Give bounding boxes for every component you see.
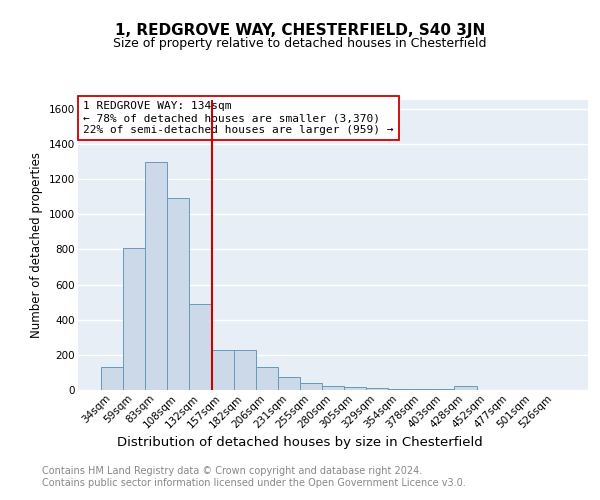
Text: 1, REDGROVE WAY, CHESTERFIELD, S40 3JN: 1, REDGROVE WAY, CHESTERFIELD, S40 3JN <box>115 22 485 38</box>
Bar <box>101 367 123 390</box>
Bar <box>322 386 344 390</box>
Bar <box>366 388 388 390</box>
Bar <box>233 350 256 390</box>
Bar <box>344 388 366 390</box>
Text: Contains HM Land Registry data © Crown copyright and database right 2024.
Contai: Contains HM Land Registry data © Crown c… <box>42 466 466 487</box>
Bar <box>190 304 212 390</box>
Bar <box>410 389 433 390</box>
Text: Size of property relative to detached houses in Chesterfield: Size of property relative to detached ho… <box>113 38 487 51</box>
Bar <box>454 386 476 390</box>
Bar <box>256 367 278 390</box>
Bar <box>433 389 454 390</box>
Bar <box>278 377 300 390</box>
Bar <box>300 383 322 390</box>
Text: Distribution of detached houses by size in Chesterfield: Distribution of detached houses by size … <box>117 436 483 449</box>
Bar <box>212 350 233 390</box>
Bar <box>388 388 410 390</box>
Text: 1 REDGROVE WAY: 134sqm
← 78% of detached houses are smaller (3,370)
22% of semi-: 1 REDGROVE WAY: 134sqm ← 78% of detached… <box>83 102 394 134</box>
Bar <box>145 162 167 390</box>
Y-axis label: Number of detached properties: Number of detached properties <box>31 152 43 338</box>
Bar <box>167 198 190 390</box>
Bar <box>123 248 145 390</box>
